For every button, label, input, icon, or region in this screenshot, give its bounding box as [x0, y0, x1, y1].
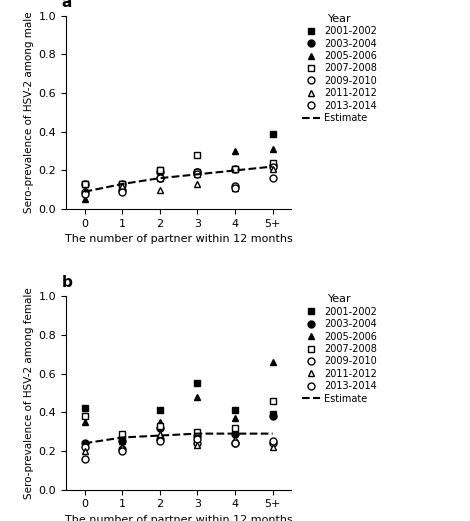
Legend: 2001-2002, 2003-2004, 2005-2006, 2007-2008, 2009-2010, 2011-2012, 2013-2014, Est: 2001-2002, 2003-2004, 2005-2006, 2007-20… [300, 292, 378, 406]
Y-axis label: Sero-prevalence of HSV-2 among male: Sero-prevalence of HSV-2 among male [24, 11, 34, 213]
X-axis label: The number of partner within 12 months: The number of partner within 12 months [65, 515, 292, 521]
Text: a: a [61, 0, 71, 10]
Y-axis label: Sero-prevalence of HSV-2 among female: Sero-prevalence of HSV-2 among female [24, 287, 34, 499]
X-axis label: The number of partner within 12 months: The number of partner within 12 months [65, 234, 292, 244]
Legend: 2001-2002, 2003-2004, 2005-2006, 2007-2008, 2009-2010, 2011-2012, 2013-2014, Est: 2001-2002, 2003-2004, 2005-2006, 2007-20… [300, 12, 378, 125]
Text: b: b [61, 276, 72, 290]
